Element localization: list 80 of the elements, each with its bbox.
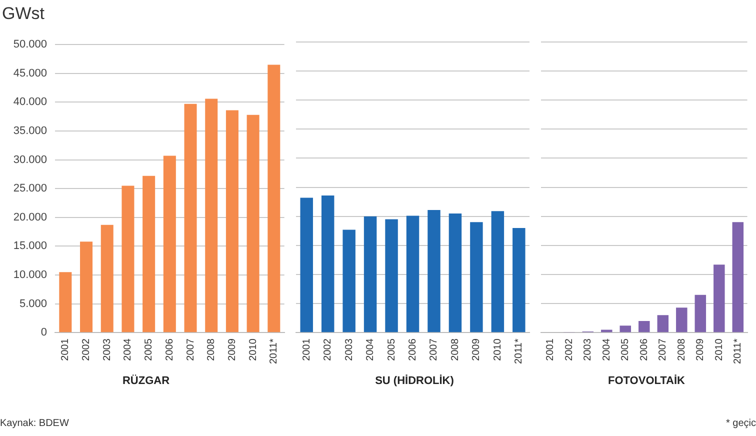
bar (732, 222, 744, 332)
y-tick-label: 45.000 (13, 67, 47, 80)
y-tick-label: 35.000 (13, 125, 47, 138)
x-tick-label: 2003 (344, 338, 355, 361)
x-tick-label: 2010 (248, 338, 259, 361)
x-tick-label: 2006 (408, 338, 419, 361)
y-tick-label: 50.000 (13, 38, 47, 51)
bar (226, 110, 238, 332)
x-tick-label: 2011* (268, 338, 280, 364)
bar (385, 219, 398, 332)
x-tick-label: 2008 (206, 338, 218, 361)
bar (142, 176, 156, 332)
bar (470, 222, 483, 332)
x-tick-label: 2010 (492, 338, 504, 361)
x-tick-label: 2001 (301, 338, 312, 361)
y-tick-label: 10.000 (13, 269, 47, 282)
x-axis-title: RÜZGAR (121, 375, 171, 387)
x-tick-label: 2007 (185, 338, 196, 361)
bar (657, 315, 669, 332)
x-tick-label: 2009 (695, 338, 706, 361)
y-tick-label: 20.000 (13, 211, 47, 224)
x-tick-label: 2006 (164, 338, 176, 361)
bar (676, 308, 688, 332)
bar (59, 272, 72, 332)
bar (714, 264, 725, 332)
bar (694, 294, 706, 332)
x-tick-label: 2004 (122, 338, 134, 361)
y-tick-label: 30.000 (13, 154, 47, 166)
x-tick-label: 2008 (450, 338, 461, 361)
x-tick-label: 2001 (60, 338, 72, 361)
x-tick-label: 2011* (732, 338, 744, 364)
bar (300, 198, 313, 332)
x-tick-label: 2002 (564, 338, 575, 361)
x-tick-label: 2003 (582, 338, 594, 361)
x-tick-label: 2004 (365, 338, 376, 361)
bar (184, 104, 197, 332)
y-tick-label: 40.000 (13, 96, 47, 108)
x-tick-label: 2010 (714, 338, 725, 361)
x-tick-label: 2001 (545, 338, 556, 361)
bar (364, 216, 377, 332)
y-axis-title: GWst (2, 4, 44, 24)
bar (246, 114, 260, 332)
x-tick-label: 2005 (386, 338, 398, 361)
bar (80, 242, 93, 332)
y-tick-label: 15.000 (13, 240, 47, 252)
x-tick-label: 2009 (226, 338, 238, 361)
bar (448, 213, 462, 332)
x-tick-label: 2009 (471, 338, 482, 361)
bar (268, 64, 280, 332)
x-tick-label: 2008 (676, 338, 688, 361)
x-tick-label: 2005 (620, 338, 632, 361)
y-tick-label: 5.000 (19, 298, 47, 310)
bar (601, 330, 612, 332)
x-tick-label: 2003 (102, 338, 113, 361)
bar (321, 195, 334, 332)
y-tick-label: 0 (40, 326, 47, 339)
bar (205, 98, 218, 332)
x-tick-label: 2006 (638, 338, 650, 361)
bar (491, 211, 504, 332)
bar (638, 320, 650, 332)
x-tick-label: 2005 (144, 338, 155, 361)
x-tick-label: 2002 (322, 338, 334, 361)
bar (512, 228, 526, 332)
text: Kaynak: BDEW (0, 418, 69, 429)
x-axis-title: SU (HİDROLİK) (374, 375, 455, 387)
x-tick-label: 2004 (601, 338, 612, 361)
x-tick-label: 2011* (514, 338, 525, 364)
y-tick-label: 25.000 (13, 182, 47, 195)
x-tick-label: 2007 (658, 338, 669, 361)
x-axis-title: FOTOVOLTAİK (607, 375, 686, 387)
bar (620, 326, 632, 332)
bar (428, 210, 440, 332)
bar (100, 224, 114, 332)
bar (163, 156, 176, 332)
text: * geçic (726, 418, 756, 429)
bar (122, 186, 134, 332)
bar (406, 216, 420, 332)
x-tick-label: 2002 (81, 338, 92, 361)
bar (342, 230, 356, 332)
x-tick-label: 2007 (428, 338, 440, 361)
